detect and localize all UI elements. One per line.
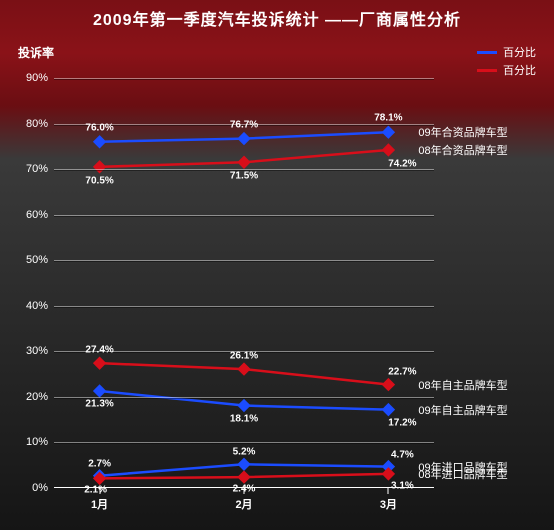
legend-item: 百分比 <box>477 44 536 60</box>
series-end-label: 09年合资品牌车型 <box>418 124 507 140</box>
legend-item: 百分比 <box>477 62 536 78</box>
point-value-label: 74.2% <box>388 158 416 169</box>
marker-diamond-icon <box>94 136 106 148</box>
point-value-label: 76.7% <box>230 119 258 130</box>
point-value-label: 17.2% <box>388 417 416 428</box>
marker-diamond-icon <box>94 385 106 397</box>
x-tick-mark <box>388 488 389 494</box>
marker-diamond-icon <box>238 458 250 470</box>
marker-diamond-icon <box>382 379 394 391</box>
point-value-label: 5.2% <box>233 447 256 458</box>
title-bar: 2009年第一季度汽车投诉统计 ——厂商属性分析 <box>0 0 554 36</box>
y-tick-label: 10% <box>18 436 48 448</box>
x-tick-label: 3月 <box>380 496 397 512</box>
point-value-label: 2.7% <box>88 458 111 469</box>
y-tick-label: 70% <box>18 163 48 175</box>
y-tick-label: 0% <box>18 482 48 494</box>
y-tick-label: 30% <box>18 345 48 357</box>
series-end-label: 08年合资品牌车型 <box>418 142 507 158</box>
legend: 百分比 百分比 <box>477 44 536 78</box>
point-value-label: 26.1% <box>230 351 258 362</box>
point-value-label: 70.5% <box>85 175 113 186</box>
x-tick-label: 2月 <box>235 496 252 512</box>
y-tick-label: 20% <box>18 391 48 403</box>
gridline <box>54 78 434 79</box>
chart-root: 2009年第一季度汽车投诉统计 ——厂商属性分析 投诉率 百分比 百分比 0%1… <box>0 0 554 530</box>
marker-diamond-icon <box>382 404 394 416</box>
marker-diamond-icon <box>238 156 250 168</box>
y-tick-label: 50% <box>18 254 48 266</box>
gridline <box>54 260 434 261</box>
series-end-label: 09年自主品牌车型 <box>418 402 507 418</box>
marker-diamond-icon <box>382 144 394 156</box>
point-value-label: 76.0% <box>85 122 113 133</box>
plot-area: 0%10%20%30%40%50%60%70%80%90%1月2月3月76.0%… <box>54 78 434 488</box>
point-value-label: 2.4% <box>233 484 256 495</box>
marker-diamond-icon <box>94 357 106 369</box>
series-end-label: 08年进口品牌车型 <box>418 466 507 482</box>
point-value-label: 27.4% <box>85 345 113 356</box>
point-value-label: 3.1% <box>391 480 414 491</box>
marker-diamond-icon <box>382 468 394 480</box>
legend-label: 百分比 <box>503 62 536 78</box>
point-value-label: 2.1% <box>84 485 107 496</box>
y-tick-label: 40% <box>18 300 48 312</box>
marker-diamond-icon <box>238 133 250 145</box>
series-end-label: 08年自主品牌车型 <box>418 377 507 393</box>
series-layer <box>54 78 434 488</box>
marker-diamond-icon <box>238 400 250 412</box>
point-value-label: 18.1% <box>230 413 258 424</box>
legend-swatch-icon <box>477 51 497 54</box>
point-value-label: 22.7% <box>388 366 416 377</box>
y-tick-label: 60% <box>18 209 48 221</box>
marker-diamond-icon <box>238 363 250 375</box>
point-value-label: 21.3% <box>85 398 113 409</box>
y-tick-label: 80% <box>18 118 48 130</box>
chart-title: 2009年第一季度汽车投诉统计 ——厂商属性分析 <box>93 6 461 30</box>
marker-diamond-icon <box>238 471 250 483</box>
x-tick-label: 1月 <box>91 496 108 512</box>
legend-swatch-icon <box>477 69 497 72</box>
gridline <box>54 306 434 307</box>
point-value-label: 4.7% <box>391 449 414 460</box>
point-value-label: 71.5% <box>230 171 258 182</box>
point-value-label: 78.1% <box>374 113 402 124</box>
legend-label: 百分比 <box>503 44 536 60</box>
y-tick-label: 90% <box>18 72 48 84</box>
y-axis-label: 投诉率 <box>18 44 54 61</box>
marker-diamond-icon <box>94 161 106 173</box>
gridline <box>54 215 434 216</box>
gridline <box>54 442 434 443</box>
marker-diamond-icon <box>382 126 394 138</box>
